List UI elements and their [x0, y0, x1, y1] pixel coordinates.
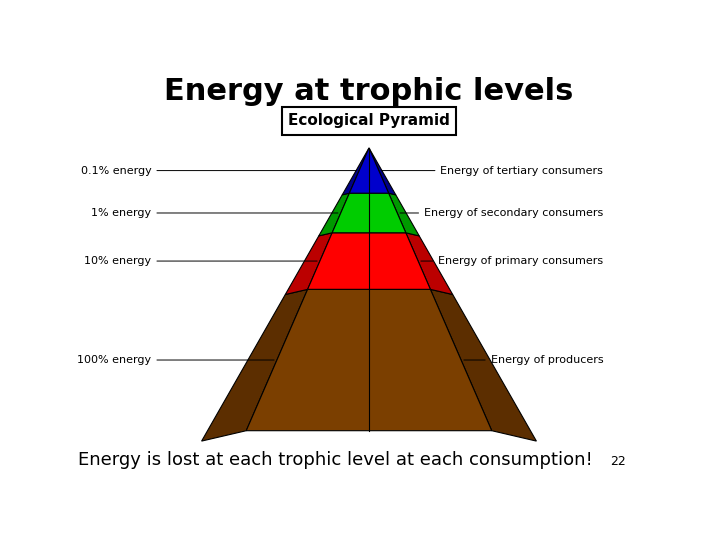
Polygon shape: [202, 289, 307, 441]
Text: Energy of tertiary consumers: Energy of tertiary consumers: [382, 166, 603, 176]
Polygon shape: [369, 148, 396, 195]
Text: Energy of secondary consumers: Energy of secondary consumers: [400, 208, 603, 218]
Text: Energy at trophic levels: Energy at trophic levels: [164, 77, 574, 106]
Polygon shape: [431, 289, 536, 441]
Text: 100% energy: 100% energy: [77, 355, 274, 365]
Polygon shape: [319, 193, 349, 236]
Polygon shape: [307, 233, 431, 289]
Text: 22: 22: [610, 455, 626, 468]
Text: Energy of primary consumers: Energy of primary consumers: [421, 256, 603, 266]
Text: Energy is lost at each trophic level at each consumption!: Energy is lost at each trophic level at …: [78, 451, 593, 469]
Polygon shape: [342, 148, 369, 195]
Polygon shape: [406, 233, 453, 294]
Text: 1% energy: 1% energy: [91, 208, 338, 218]
Text: 0.1% energy: 0.1% energy: [81, 166, 356, 176]
Polygon shape: [389, 193, 419, 236]
Polygon shape: [285, 233, 332, 294]
Text: Ecological Pyramid: Ecological Pyramid: [288, 113, 450, 129]
Polygon shape: [246, 289, 492, 431]
Polygon shape: [332, 193, 406, 233]
Polygon shape: [349, 148, 389, 193]
Text: 10% energy: 10% energy: [84, 256, 317, 266]
Text: Energy of producers: Energy of producers: [464, 355, 603, 365]
